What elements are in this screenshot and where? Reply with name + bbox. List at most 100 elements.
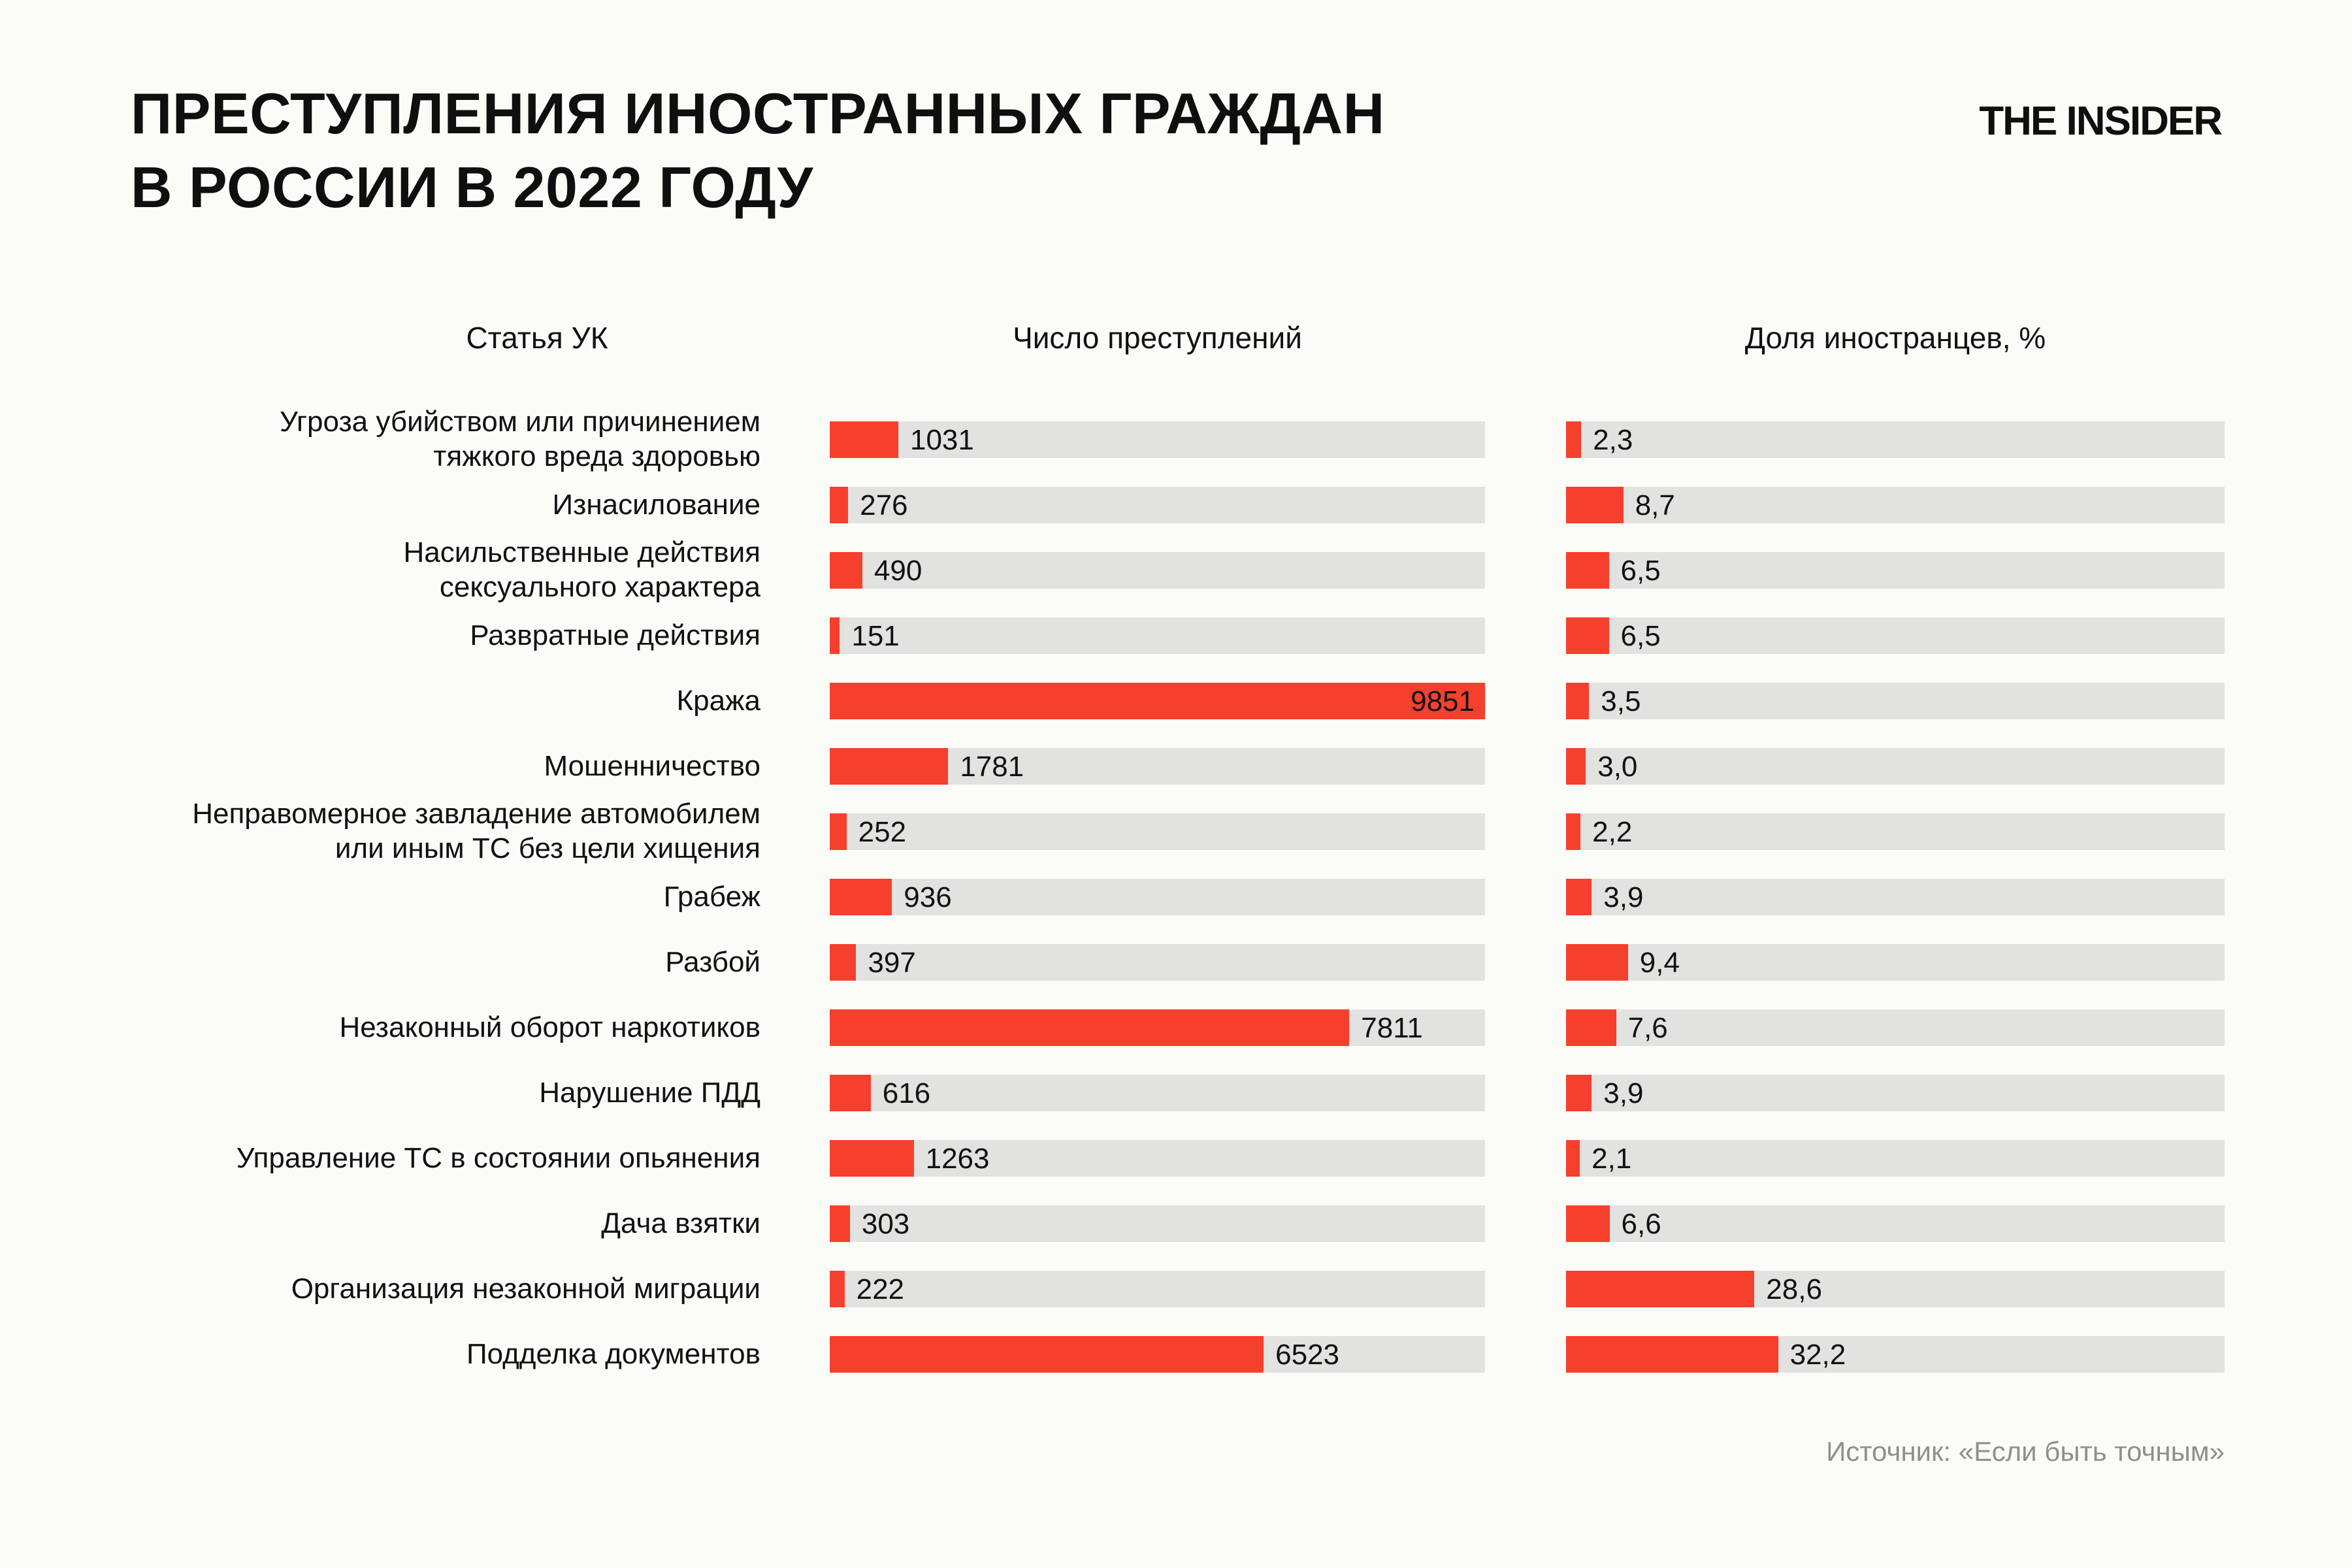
share-value: 3,0 (1597, 751, 1638, 783)
share-bar (1566, 1271, 1755, 1307)
crime-label: Неправомерное завладение автомобилем или… (192, 798, 760, 864)
count-value: 1031 (909, 424, 974, 456)
share-bar (1566, 813, 1581, 850)
share-bar-track: 6,6 (1566, 1205, 2225, 1242)
chart-row: Дача взятки 303 6,6 (0, 1191, 2352, 1256)
share-bar-track: 2,3 (1566, 421, 2225, 458)
count-value: 1263 (925, 1143, 990, 1175)
count-value: 303 (861, 1208, 910, 1240)
share-bar (1566, 683, 1590, 719)
crime-label: Нарушение ПДД (539, 1076, 760, 1109)
count-bar (830, 748, 949, 785)
column-header-share: Доля иностранцев, % (1744, 321, 2046, 355)
chart-row: Кража 9851 3,5 (0, 668, 2352, 734)
share-bar-track: 3,9 (1566, 1075, 2225, 1111)
share-bar-track: 3,5 (1566, 683, 2225, 719)
column-header-count: Число преступлений (1013, 321, 1302, 355)
crime-label: Кража (676, 684, 760, 717)
crime-label: Дача взятки (601, 1207, 760, 1239)
share-bar (1566, 552, 1609, 589)
count-bar (830, 487, 849, 523)
crime-label: Развратные действия (470, 619, 760, 651)
chart-row: Организация незаконной миграции 222 28,6 (0, 1256, 2352, 1322)
share-value: 28,6 (1766, 1273, 1822, 1305)
share-bar-track: 2,2 (1566, 813, 2225, 850)
count-value: 616 (882, 1077, 931, 1109)
share-bar (1566, 617, 1609, 654)
count-value: 1781 (960, 751, 1024, 783)
count-value: 6523 (1275, 1339, 1340, 1371)
chart-row: Нарушение ПДД 616 3,9 (0, 1060, 2352, 1126)
count-bar-track: 252 (830, 813, 1485, 850)
count-value: 151 (851, 620, 900, 652)
chart-row: Незаконный оборот наркотиков 7811 7,6 (0, 995, 2352, 1060)
crime-label: Грабеж (663, 880, 760, 913)
chart-row: Грабеж 936 3,9 (0, 864, 2352, 930)
share-value: 7,6 (1627, 1012, 1668, 1044)
count-bar (830, 879, 892, 915)
crime-label: Организация незаконной миграции (291, 1272, 760, 1305)
chart-row: Разбой 397 9,4 (0, 930, 2352, 995)
count-value: 397 (868, 947, 916, 979)
count-bar (830, 944, 857, 981)
share-value: 9,4 (1639, 947, 1680, 979)
count-bar (830, 1140, 914, 1177)
crime-label: Угроза убийством или причинением тяжкого… (280, 406, 760, 472)
share-bar (1566, 879, 1592, 915)
share-bar-track: 32,2 (1566, 1336, 2225, 1373)
column-headers: Статья УК Число преступлений Доля иностр… (0, 321, 2352, 354)
share-bar (1566, 1009, 1616, 1046)
count-bar-track: 303 (830, 1205, 1485, 1242)
count-bar (830, 552, 862, 589)
count-bar-track: 276 (830, 487, 1485, 523)
column-header-article: Статья УК (466, 321, 608, 355)
count-bar (830, 421, 898, 458)
chart-row: Неправомерное завладение автомобилем или… (0, 798, 2352, 864)
share-bar-track: 6,5 (1566, 552, 2225, 589)
share-value: 6,5 (1620, 555, 1661, 587)
count-bar-track: 7811 (830, 1009, 1485, 1046)
chart-row: Управление ТС в состоянии опьянения 1263… (0, 1126, 2352, 1191)
chart-row: Развратные действия 151 6,5 (0, 603, 2352, 668)
count-bar (830, 1205, 850, 1242)
share-bar (1566, 1075, 1592, 1111)
share-value: 2,2 (1592, 816, 1633, 848)
share-value: 3,5 (1601, 685, 1641, 717)
the-insider-logo: THE INSIDER (1979, 99, 2223, 144)
count-bar-track: 490 (830, 552, 1485, 589)
page-title: ПРЕСТУПЛЕНИЯ ИНОСТРАННЫХ ГРАЖДАН В РОССИ… (131, 81, 1385, 220)
crime-label: Управление ТС в состоянии опьянения (236, 1141, 760, 1174)
crime-label: Разбой (665, 945, 760, 978)
share-value: 6,6 (1621, 1208, 1661, 1240)
count-bar (830, 1075, 871, 1111)
count-bar-track: 9851 (830, 683, 1485, 719)
share-bar (1566, 421, 1582, 458)
count-bar-track: 151 (830, 617, 1485, 654)
share-value: 8,7 (1635, 489, 1675, 521)
count-bar-track: 1263 (830, 1140, 1485, 1177)
count-value: 252 (858, 816, 907, 848)
count-value: 490 (874, 555, 923, 587)
chart-rows: Угроза убийством или причинением тяжкого… (0, 406, 2352, 1387)
source-credit: Источник: «Если быть точным» (1826, 1436, 2225, 1467)
count-value: 276 (860, 489, 908, 521)
crime-label: Подделка документов (466, 1337, 760, 1370)
count-value: 222 (856, 1273, 905, 1305)
count-bar (830, 683, 1485, 719)
count-value: 9851 (1411, 685, 1475, 717)
share-bar-track: 3,9 (1566, 879, 2225, 915)
count-bar (830, 1271, 845, 1307)
share-bar (1566, 487, 1624, 523)
share-bar (1566, 944, 1628, 981)
chart-row: Подделка документов 6523 32,2 (0, 1322, 2352, 1387)
count-bar (830, 813, 847, 850)
chart-row: Насильственные действия сексуального хар… (0, 536, 2352, 603)
share-bar (1566, 1140, 1580, 1177)
count-bar-track: 222 (830, 1271, 1485, 1307)
share-bar-track: 9,4 (1566, 944, 2225, 981)
share-bar-track: 8,7 (1566, 487, 2225, 523)
share-bar-track: 6,5 (1566, 617, 2225, 654)
share-bar-track: 2,1 (1566, 1140, 2225, 1177)
crime-label: Незаконный оборот наркотиков (339, 1011, 760, 1043)
